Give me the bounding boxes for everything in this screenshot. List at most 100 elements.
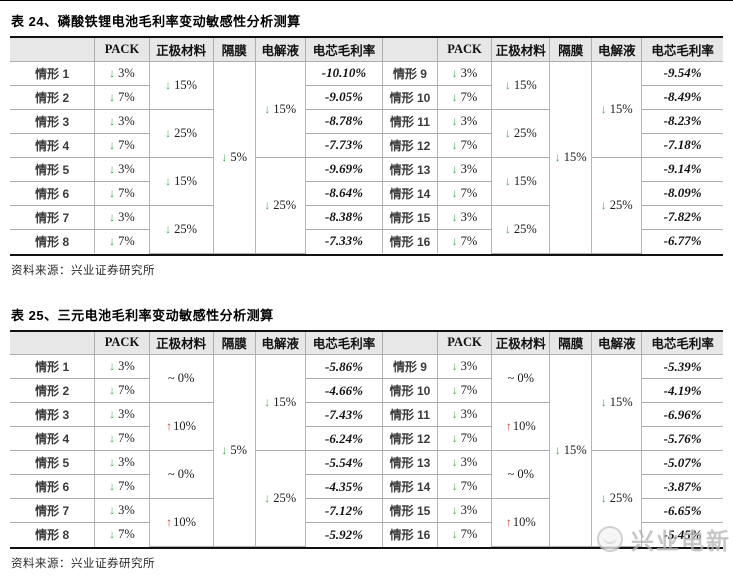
factor-change-value: 3% — [118, 161, 135, 176]
up-arrow-icon: ↑ — [505, 515, 512, 529]
factor-change-value: 7% — [460, 383, 478, 397]
column-header: 电芯毛利率 — [304, 331, 384, 355]
case-label: 情形 2 — [10, 378, 96, 403]
factor-change-value: 7% — [460, 431, 478, 445]
factor-change-cell: ↓ 3% — [94, 450, 150, 475]
table-row: 情形 3 ↓ 3% ↓ 25% -8.78% 情形 11 ↓ 3% ↓ 25% -8.23% — [10, 108, 723, 158]
column-header: 隔膜 — [212, 38, 256, 62]
down-arrow-icon: ↓ — [504, 173, 511, 188]
table-row: 情形 3 ↓ 3% ↑10% -7.43% 情形 11 ↓ 3% ↑10% -6.96% — [10, 402, 723, 451]
down-arrow-icon: ↓ — [264, 101, 271, 116]
factor-change-cell: ↓ 7% — [94, 132, 150, 158]
factor-change-cell: ↓ 15% — [148, 60, 214, 110]
down-arrow-icon: ↓ — [165, 173, 172, 188]
down-arrow-icon: ↓ — [451, 527, 458, 542]
case-label: 情形 1 — [10, 60, 96, 86]
cell-margin-value: -7.33% — [304, 228, 384, 253]
factor-change-cell: ↓ 7% — [94, 180, 150, 206]
down-arrow-icon: ↓ — [504, 221, 511, 236]
table24-section: 表 24、磷酸铁锂电池毛利率变动敏感性分析测算 PACK 正极材料 隔膜 电解液 电芯毛… — [10, 11, 723, 278]
factor-change-value: 7% — [460, 479, 478, 493]
factor-change-value: 7% — [118, 185, 135, 200]
column-header-blank — [382, 331, 438, 355]
down-arrow-icon: ↓ — [221, 149, 228, 164]
down-arrow-icon: ↓ — [451, 479, 458, 493]
ternary-sensitivity-table: PACK 正极材料 隔膜 电解液 电芯毛利率 PACK 正极材料 隔膜 电解液 电芯毛利率 情形 … — [10, 331, 723, 547]
factor-change-cell: ↓ 7% — [436, 180, 493, 206]
factor-change-value: 7% — [460, 527, 478, 542]
factor-change-value: 25% — [513, 221, 537, 236]
factor-change-cell: ↓ 3% — [436, 108, 493, 134]
factor-change-cell: ↓ 25% — [254, 450, 306, 547]
column-header: 电芯毛利率 — [641, 38, 723, 62]
case-label: 情形 14 — [382, 180, 438, 206]
down-arrow-icon: ↓ — [109, 185, 116, 200]
factor-change-value: 10% — [173, 419, 197, 433]
down-arrow-icon: ↓ — [451, 65, 458, 80]
down-arrow-icon: ↓ — [451, 359, 458, 373]
case-label: 情形 10 — [382, 378, 438, 403]
case-label: 情形 7 — [10, 498, 96, 523]
factor-change-value: ~ 0% — [507, 371, 535, 385]
table24-source: 资料来源：兴业证券研究所 — [11, 264, 155, 277]
factor-change-cell: ↓ 7% — [94, 378, 150, 403]
down-arrow-icon: ↓ — [165, 77, 172, 92]
factor-change-cell: ↓ 7% — [94, 228, 150, 253]
factor-change-value: 3% — [460, 455, 478, 469]
cell-margin-value: -5.07% — [641, 450, 723, 475]
table-row: 情形 1 ↓ 3% ↓ 15% ↓ 5% ↓ 15% -10.10% 情形 9 ↓ 3% ↓ 15% ↓ 15%… — [10, 60, 723, 254]
factor-change-value: 7% — [118, 233, 135, 248]
down-arrow-icon: ↓ — [109, 455, 116, 469]
factor-change-cell: ↓ 15% — [591, 60, 643, 158]
factor-change-value: 15% — [563, 443, 587, 457]
cell-margin-value: -8.49% — [641, 84, 723, 110]
factor-change-cell: ↓ 15% — [254, 60, 306, 158]
factor-change-cell: ↓ 3% — [94, 156, 150, 182]
case-label: 情形 9 — [382, 60, 438, 86]
down-arrow-icon: ↓ — [109, 209, 116, 224]
cell-margin-value: -5.45% — [641, 522, 723, 547]
column-header: 电解液 — [591, 38, 643, 62]
factor-change-cell: ↓ 3% — [94, 204, 150, 230]
down-arrow-icon: ↓ — [451, 137, 458, 152]
factor-change-cell: ↓ 15% — [549, 354, 593, 547]
cell-margin-value: -8.09% — [641, 180, 723, 206]
table25-title: 表 25、三元电池毛利率变动敏感性分析测算 — [11, 307, 274, 323]
case-label: 情形 6 — [10, 474, 96, 499]
factor-change-cell: ↓ 7% — [94, 474, 150, 499]
column-header-blank — [382, 38, 438, 62]
factor-change-cell: ↓ 3% — [436, 402, 493, 427]
down-arrow-icon: ↓ — [451, 161, 458, 176]
factor-change-cell: ~ 0% — [491, 450, 551, 499]
factor-change-cell: ↓ 7% — [94, 522, 150, 547]
down-arrow-icon: ↓ — [451, 455, 458, 469]
down-arrow-icon: ↓ — [600, 197, 607, 212]
factor-change-cell: ↓ 15% — [491, 156, 551, 206]
case-label: 情形 5 — [10, 156, 96, 182]
factor-change-value: 7% — [118, 137, 135, 152]
factor-change-cell: ↓ 7% — [94, 84, 150, 110]
factor-change-cell: ↓ 25% — [591, 156, 643, 254]
case-label: 情形 14 — [382, 474, 438, 499]
down-arrow-icon: ↓ — [504, 77, 511, 92]
column-header: 隔膜 — [212, 331, 256, 355]
factor-change-cell: ↓ 7% — [436, 378, 493, 403]
cell-margin-value: -7.43% — [304, 402, 384, 427]
factor-change-value: 3% — [460, 161, 478, 176]
factor-change-cell: ↓ 25% — [491, 108, 551, 158]
cell-margin-value: -4.66% — [304, 378, 384, 403]
factor-change-value: 10% — [173, 515, 197, 529]
factor-change-cell: ↓ 3% — [94, 108, 150, 134]
cell-margin-value: -8.38% — [304, 204, 384, 230]
case-label: 情形 11 — [382, 402, 438, 427]
cell-margin-value: -4.35% — [304, 474, 384, 499]
factor-change-cell: ↓ 15% — [148, 156, 214, 206]
factor-change-value: 3% — [460, 407, 478, 421]
factor-change-value: 10% — [512, 515, 536, 529]
factor-change-value: 3% — [118, 503, 135, 517]
case-label: 情形 7 — [10, 204, 96, 230]
column-header: 隔膜 — [549, 38, 593, 62]
factor-change-value: 3% — [460, 359, 478, 373]
factor-change-cell: ~ 0% — [148, 450, 214, 499]
